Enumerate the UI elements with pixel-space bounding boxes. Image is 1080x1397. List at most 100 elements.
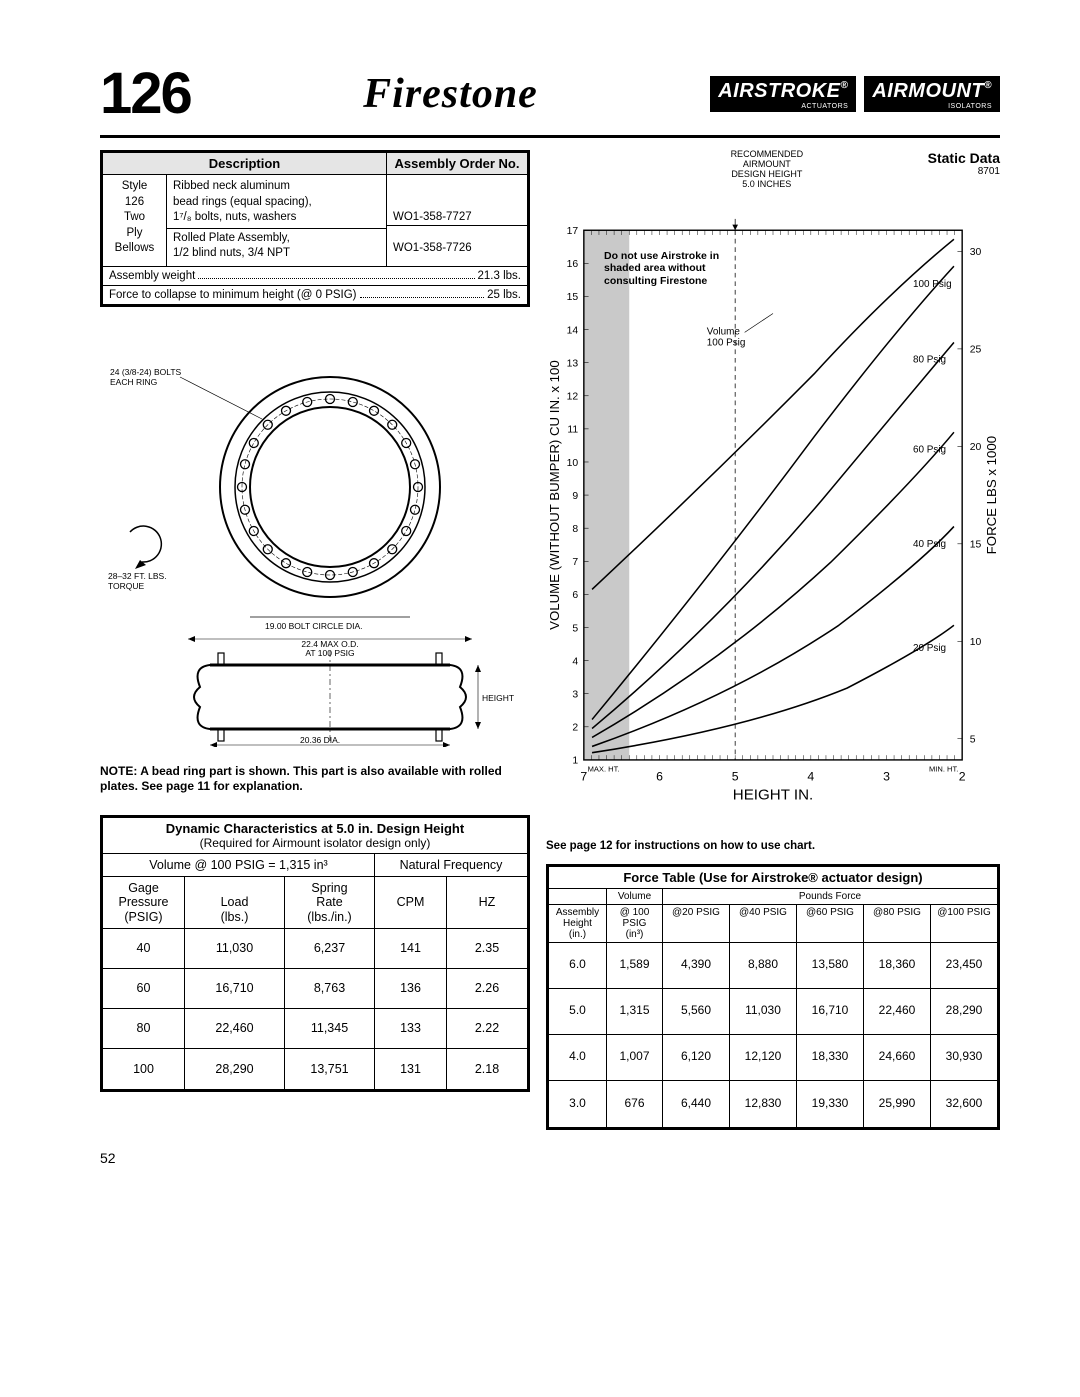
svg-text:3: 3 (883, 769, 890, 783)
svg-text:9: 9 (572, 490, 578, 501)
collapse-value: 25 lbs. (487, 289, 521, 301)
max-od-label: 22.4 MAX O.D.AT 100 PSIG (301, 639, 358, 658)
chart-warning: Do not use Airstroke in shaded area with… (604, 250, 719, 288)
dynamic-cell: 2.26 (447, 969, 527, 1008)
ft-cell: 6,120 (663, 1035, 730, 1080)
diagram-svg: 24 (3/8-24) BOLTSEACH RING 28–32 FT. LBS… (100, 357, 530, 747)
ft-cell: 6,440 (663, 1081, 730, 1127)
ft-cell: 6.0 (549, 943, 607, 988)
dynamic-cell: 16,710 (185, 969, 285, 1008)
svg-text:17: 17 (567, 226, 579, 237)
ft-cell: 22,460 (864, 989, 931, 1034)
reg-mark: ® (984, 80, 992, 91)
ft-head-pf: Pounds Force (663, 889, 997, 904)
svg-text:5: 5 (732, 769, 739, 783)
airstroke-logo: AIRSTROKE® ACTUATORS (710, 76, 856, 112)
ft-cell: 28,290 (931, 989, 997, 1034)
static-code: 8701 (928, 166, 1000, 177)
brand-logo: Firestone (363, 70, 538, 118)
ft-cell: 1,589 (607, 943, 663, 988)
volume-line: Volume @ 100 PSIG = 1,315 in³ (103, 854, 375, 876)
ft-cell: 12,120 (730, 1035, 797, 1080)
airstroke-text: AIRSTROKE (718, 80, 840, 102)
svg-text:40 Psig: 40 Psig (913, 539, 946, 550)
ft-cell: 3.0 (549, 1081, 607, 1127)
bolts-label: 24 (3/8-24) BOLTSEACH RING (110, 367, 182, 387)
style-cell: Style 126 Two Ply Bellows (103, 175, 167, 266)
style-line: Bellows (105, 241, 164, 257)
description-table: Description Assembly Order No. Style 126… (100, 150, 530, 307)
weight-value: 21.3 lbs. (478, 270, 521, 282)
ft-cell: 18,360 (864, 943, 931, 988)
ft-col-vol: @ 100 PSIG (in³) (607, 905, 663, 942)
ft-cell: 13,580 (797, 943, 864, 988)
recommended-label: RECOMMENDED AIRMOUNT DESIGN HEIGHT 5.0 I… (606, 150, 928, 190)
page-number: 52 (100, 1150, 1000, 1166)
ft-cell: 1,007 (607, 1035, 663, 1080)
force-table: Force Table (Use for Airstroke® actuator… (546, 864, 1000, 1130)
svg-text:4: 4 (807, 769, 814, 783)
col-hdr: (PSIG) (124, 910, 162, 924)
svg-text:16: 16 (567, 259, 579, 270)
ft-cell: 23,450 (931, 943, 997, 988)
ft-col-pf: @20 PSIG (663, 905, 730, 942)
dynamic-cell: 141 (375, 929, 447, 968)
ft-cell: 18,330 (797, 1035, 864, 1080)
col-hdr: (lbs.) (221, 910, 249, 924)
chart-instruction-note: See page 12 for instructions on how to u… (546, 840, 1000, 852)
ft-head-vol: Volume (607, 889, 663, 904)
ft-cell: 30,930 (931, 1035, 997, 1080)
product-logos: AIRSTROKE® ACTUATORS AIRMOUNT® ISOLATORS (710, 76, 1000, 112)
ft-cell: 25,990 (864, 1081, 931, 1127)
svg-text:13: 13 (567, 358, 579, 369)
static-chart: Do not use Airstroke in shaded area with… (546, 194, 1000, 834)
right-column: RECOMMENDED AIRMOUNT DESIGN HEIGHT 5.0 I… (546, 150, 1000, 1130)
force-table-title: Force Table (Use for Airstroke® actuator… (549, 867, 997, 889)
svg-text:14: 14 (567, 325, 579, 336)
svg-text:7: 7 (580, 769, 587, 783)
dynamic-row: 4011,0306,2371412.35 (103, 929, 527, 969)
desc-cell: Ribbed neck aluminum bead rings (equal s… (167, 175, 387, 266)
dynamic-header-row: Gage Pressure (PSIG) Load (lbs.) Spring … (103, 877, 527, 929)
svg-text:3: 3 (572, 689, 578, 700)
dynamic-cell: 22,460 (185, 1009, 285, 1048)
ft-cell: 11,030 (730, 989, 797, 1034)
force-row: 3.06766,44012,83019,33025,99032,600 (549, 1081, 997, 1127)
svg-text:30: 30 (970, 247, 982, 258)
height-label: HEIGHT (482, 693, 514, 703)
order-no: WO1-358-7727 (393, 211, 521, 223)
dynamic-cell: 8,763 (285, 969, 375, 1008)
page-header: 126 Firestone AIRSTROKE® ACTUATORS AIRMO… (100, 60, 1000, 127)
ft-cell: 19,330 (797, 1081, 864, 1127)
svg-text:20: 20 (970, 442, 982, 453)
ft-cell: 4.0 (549, 1035, 607, 1080)
ft-cell: 12,830 (730, 1081, 797, 1127)
ft-cell: 24,660 (864, 1035, 931, 1080)
desc-line: Rolled Plate Assembly, (173, 231, 380, 247)
ft-col-pf: @80 PSIG (864, 905, 931, 942)
desc-header-description: Description (103, 153, 387, 174)
static-data-title: Static Data (928, 150, 1000, 166)
freq-label: Natural Frequency (375, 854, 527, 876)
svg-text:HEIGHT IN.: HEIGHT IN. (733, 786, 813, 803)
airmount-text: AIRMOUNT (872, 80, 984, 102)
svg-text:2: 2 (572, 722, 578, 733)
airmount-logo: AIRMOUNT® ISOLATORS (864, 76, 1000, 112)
airmount-sub: ISOLATORS (872, 103, 992, 110)
static-header: RECOMMENDED AIRMOUNT DESIGN HEIGHT 5.0 I… (546, 150, 1000, 190)
collapse-label: Force to collapse to minimum height (@ 0… (109, 289, 357, 301)
dynamic-cell: 80 (103, 1009, 185, 1048)
dynamic-cell: 11,030 (185, 929, 285, 968)
svg-text:11: 11 (567, 424, 578, 435)
style-line: Style (105, 179, 164, 195)
svg-text:100 Psig: 100 Psig (913, 279, 952, 290)
svg-text:25: 25 (970, 344, 982, 355)
svg-text:4: 4 (572, 656, 578, 667)
dynamic-row: 10028,29013,7511312.18 (103, 1049, 527, 1089)
dynamic-cell: 13,751 (285, 1049, 375, 1089)
ft-col-pf: @60 PSIG (797, 905, 864, 942)
collapse-force-row: Force to collapse to minimum height (@ 0… (103, 285, 527, 304)
svg-text:15: 15 (567, 292, 579, 303)
ft-cell: 1,315 (607, 989, 663, 1034)
svg-text:VOLUME (WITHOUT BUMPER) CU IN.: VOLUME (WITHOUT BUMPER) CU IN. x 100 (547, 360, 562, 630)
